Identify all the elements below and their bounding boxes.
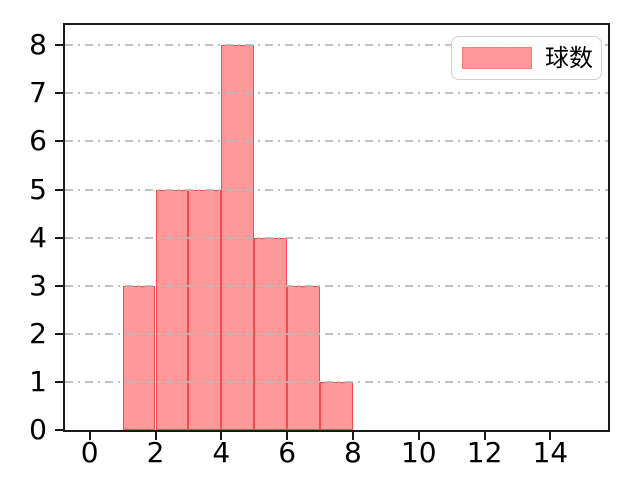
y-tick-mark bbox=[55, 284, 63, 287]
x-tick-label: 14 bbox=[532, 436, 569, 469]
legend-swatch bbox=[462, 47, 532, 69]
gridline bbox=[65, 284, 608, 287]
y-tick-mark bbox=[55, 429, 63, 431]
y-tick-mark bbox=[55, 140, 63, 143]
histogram-bar bbox=[287, 285, 321, 430]
histogram-bar bbox=[320, 381, 353, 430]
histogram-bar bbox=[155, 189, 189, 430]
legend: 球数 bbox=[451, 36, 602, 80]
y-tick-label: 4 bbox=[29, 220, 47, 254]
gridline bbox=[65, 332, 608, 335]
x-tick-mark bbox=[417, 432, 420, 440]
gridline bbox=[65, 380, 608, 383]
x-tick-mark bbox=[286, 432, 289, 440]
y-tick-mark bbox=[55, 332, 63, 335]
x-tick-label: 4 bbox=[212, 436, 231, 469]
x-tick-mark bbox=[88, 432, 91, 440]
x-tick-mark bbox=[154, 432, 157, 440]
x-tick-mark bbox=[220, 432, 223, 440]
y-tick-label: 3 bbox=[29, 268, 47, 302]
y-tick-mark bbox=[55, 92, 63, 95]
histogram-bar bbox=[122, 285, 156, 430]
y-tick-label: 8 bbox=[29, 28, 47, 62]
x-tick-label: 2 bbox=[146, 436, 165, 469]
gridline bbox=[65, 140, 608, 143]
x-tick-label: 0 bbox=[80, 436, 99, 469]
x-tick-mark bbox=[549, 432, 552, 440]
gridline bbox=[65, 92, 608, 95]
x-tick-label: 10 bbox=[400, 436, 437, 469]
y-tick-label: 0 bbox=[29, 413, 47, 446]
x-tick-mark bbox=[483, 432, 486, 440]
y-tick-label: 6 bbox=[29, 124, 47, 158]
plot-inner: 球数 0 2 4 6 8 10 12 14 0 1 2 3 4 5 6 7 8 bbox=[29, 25, 608, 468]
y-tick-mark bbox=[55, 380, 63, 383]
y-tick-label: 1 bbox=[29, 364, 47, 398]
x-tick-label: 12 bbox=[466, 436, 503, 469]
gridline bbox=[65, 44, 608, 47]
y-tick-label: 7 bbox=[29, 76, 47, 110]
x-tick-label: 6 bbox=[278, 436, 297, 469]
y-tick-mark bbox=[55, 44, 63, 47]
gridline bbox=[65, 188, 608, 191]
y-tick-mark bbox=[55, 188, 63, 191]
x-tick-label: 8 bbox=[344, 436, 362, 469]
histogram-bar bbox=[188, 189, 222, 430]
x-tick-mark bbox=[351, 432, 354, 440]
y-tick-label: 5 bbox=[29, 172, 47, 206]
y-tick-mark bbox=[55, 236, 63, 239]
y-tick-label: 2 bbox=[29, 316, 47, 350]
gridline bbox=[65, 236, 608, 239]
legend-label: 球数 bbox=[545, 44, 593, 72]
plot-area: 球数 0 2 4 6 8 10 12 14 0 1 2 3 4 5 6 7 8 bbox=[29, 23, 610, 468]
